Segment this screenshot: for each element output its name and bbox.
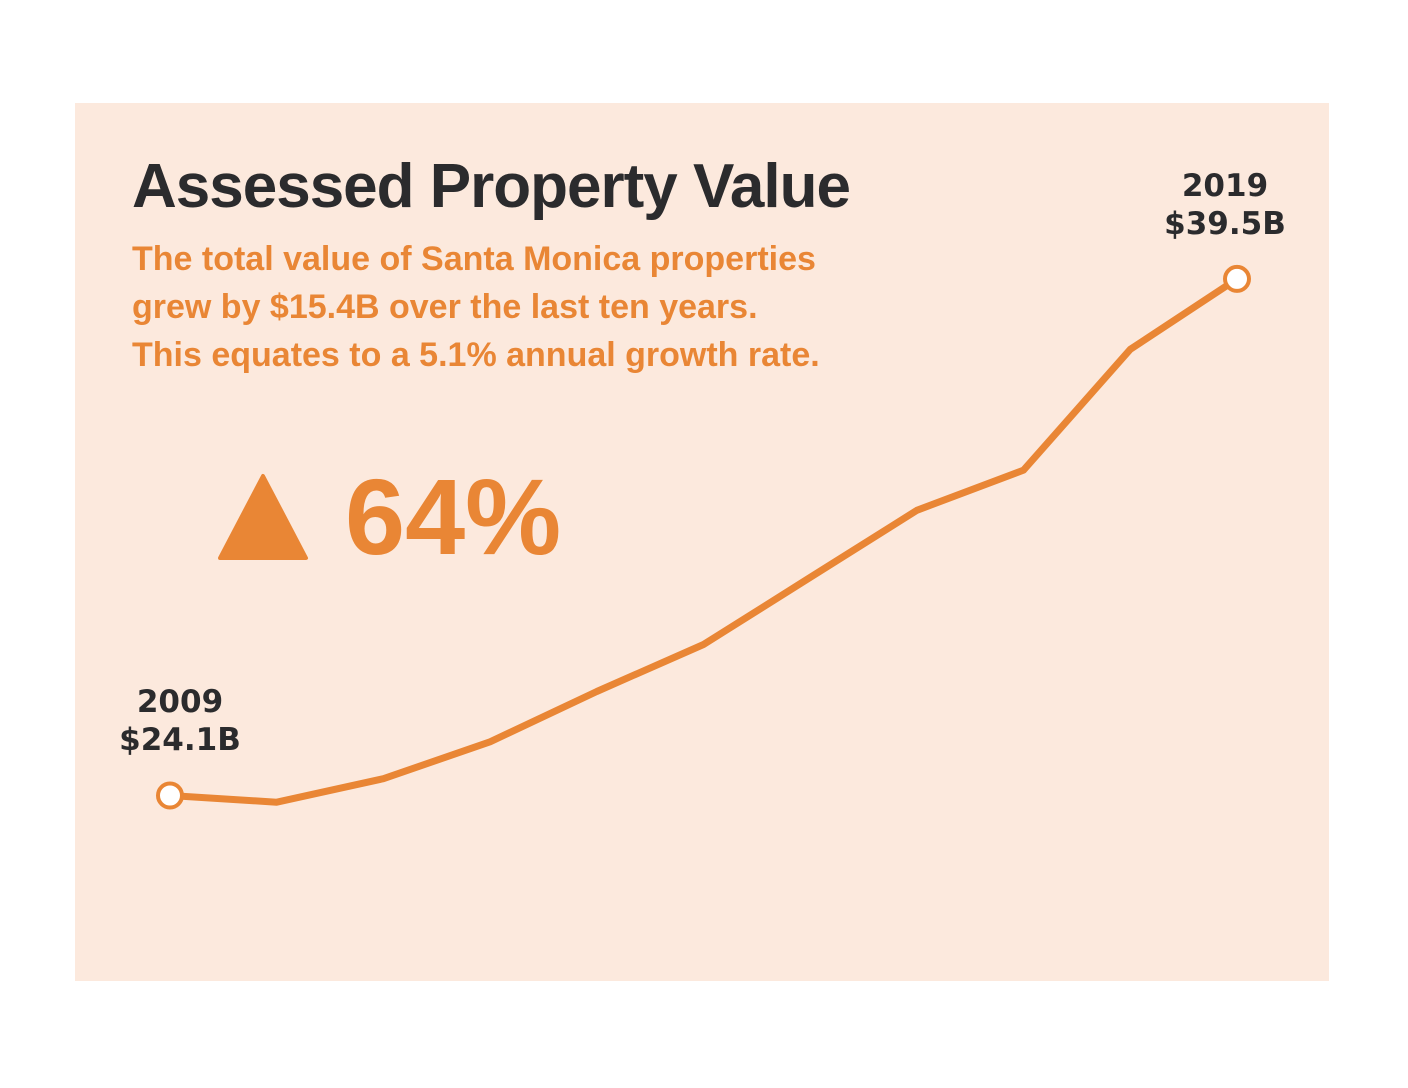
subtitle-line: grew by $15.4B over the last ten years. [132, 288, 758, 326]
subtitle-line: This equates to a 5.1% annual growth rat… [132, 336, 820, 374]
growth-percentage: 64% [345, 456, 562, 577]
start-year-label: 2009 [136, 684, 224, 721]
chart-subtitle: The total value of Santa Monica properti… [132, 235, 1032, 379]
end-value-label: $39.5B [1164, 205, 1286, 242]
growth-kpi: 64% [217, 463, 561, 571]
infographic-card: Assessed Property Value The total value … [75, 103, 1329, 981]
start-value-label: $24.1B [119, 722, 241, 759]
end-year-label: 2019 [1181, 167, 1269, 204]
start-point-label: 2009 $24.1B [100, 683, 260, 759]
series-line [166, 275, 1241, 806]
line-chart [156, 264, 1251, 810]
chart-title: Assessed Property Value [132, 152, 851, 221]
data-point [156, 781, 184, 810]
subtitle-line: The total value of Santa Monica properti… [132, 240, 816, 278]
up-triangle-icon [218, 474, 308, 560]
data-point [1223, 264, 1251, 293]
end-point-label: 2019 $39.5B [1145, 167, 1305, 243]
